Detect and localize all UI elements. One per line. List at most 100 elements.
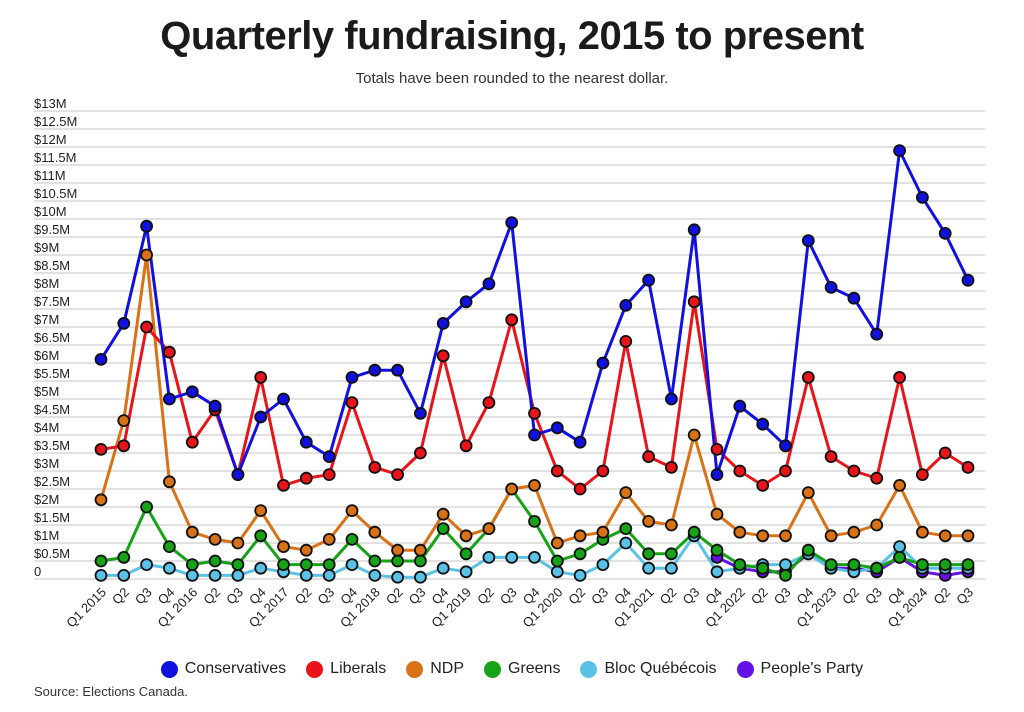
data-point-greens xyxy=(847,558,861,571)
series-line-ndp xyxy=(99,253,968,552)
legend-item: Conservatives xyxy=(160,660,286,678)
data-point-liberals xyxy=(550,464,564,478)
data-point-bloc-qu-b-cois xyxy=(231,569,245,582)
data-point-ndp xyxy=(528,478,541,492)
data-point-bloc-qu-b-cois xyxy=(505,551,519,564)
data-point-bloc-qu-b-cois xyxy=(665,561,678,575)
data-point-ndp xyxy=(756,529,770,543)
data-point-bloc-qu-b-cois xyxy=(710,565,724,579)
y-tick-label: $12.5M xyxy=(34,114,77,129)
data-point-greens xyxy=(413,554,427,568)
data-point-liberals xyxy=(185,435,199,449)
data-point-liberals xyxy=(368,460,382,474)
data-point-conservatives xyxy=(94,352,108,366)
data-point-liberals xyxy=(391,468,405,482)
x-tick-label: Q3 xyxy=(588,585,611,608)
data-point-ndp xyxy=(938,529,952,543)
data-point-greens xyxy=(322,558,336,571)
data-point-greens xyxy=(573,547,587,561)
legend-swatch-icon xyxy=(580,660,598,678)
data-point-ndp xyxy=(185,525,199,539)
data-point-liberals xyxy=(94,442,108,456)
data-point-conservatives xyxy=(710,468,724,482)
data-point-conservatives xyxy=(254,410,268,424)
data-point-conservatives xyxy=(368,363,382,377)
data-point-ndp xyxy=(596,525,610,539)
data-point-conservatives xyxy=(642,273,655,287)
data-point-liberals xyxy=(779,464,792,478)
data-point-ndp xyxy=(550,536,564,550)
data-point-bloc-qu-b-cois xyxy=(573,569,587,582)
y-tick-label: $0.5M xyxy=(34,546,70,561)
data-point-conservatives xyxy=(345,370,359,384)
data-point-liberals xyxy=(254,370,268,384)
data-point-ndp xyxy=(916,525,929,539)
legend-label: Liberals xyxy=(330,660,387,677)
data-point-bloc-qu-b-cois xyxy=(185,569,199,582)
series-lines xyxy=(99,149,970,579)
data-point-greens xyxy=(368,554,382,568)
legend-label: People's Party xyxy=(760,660,864,677)
data-point-conservatives xyxy=(482,277,496,291)
legend-item: NDP xyxy=(406,660,464,678)
chart-subtitle: Totals have been rounded to the nearest … xyxy=(355,70,669,87)
y-axis-ticks: 0 $0.5M $1M $1.5M $2M $2.5M $3M $3.5M $4M $4.5M $5… xyxy=(34,96,77,579)
data-point-greens xyxy=(277,558,290,571)
data-point-conservatives xyxy=(619,298,633,312)
y-tick-label: $11.5M xyxy=(34,150,76,165)
data-point-ndp xyxy=(870,518,884,532)
data-point-ndp xyxy=(413,543,427,557)
data-point-conservatives xyxy=(687,223,701,237)
y-tick-label: $10M xyxy=(34,204,67,219)
y-tick-label: $6M xyxy=(34,348,59,363)
data-point-greens xyxy=(733,558,747,571)
data-point-greens xyxy=(345,533,359,546)
data-point-conservatives xyxy=(756,417,770,431)
x-tick-label: Q2 xyxy=(839,585,862,608)
y-tick-label: $2.5M xyxy=(34,474,70,489)
data-point-conservatives xyxy=(733,399,747,413)
x-tick-label: Q2 xyxy=(657,585,680,608)
data-point-conservatives xyxy=(528,428,541,442)
data-point-conservatives xyxy=(322,450,336,464)
data-point-bloc-qu-b-cois xyxy=(208,569,222,582)
data-point-bloc-qu-b-cois xyxy=(162,561,176,575)
data-point-liberals xyxy=(961,460,975,474)
data-point-ndp xyxy=(573,529,587,543)
data-point-bloc-qu-b-cois xyxy=(322,569,336,582)
y-tick-label: $7.5M xyxy=(34,294,70,309)
data-point-bloc-qu-b-cois xyxy=(436,561,450,575)
data-point-conservatives xyxy=(208,399,222,413)
data-point-ndp xyxy=(117,414,131,428)
data-point-bloc-qu-b-cois xyxy=(459,565,473,579)
legend-label: NDP xyxy=(430,660,464,677)
data-point-greens xyxy=(687,525,701,539)
data-point-liberals xyxy=(596,464,610,478)
x-tick-label: Q2 xyxy=(109,585,132,608)
data-point-liberals xyxy=(528,406,541,420)
data-point-ndp xyxy=(665,518,678,532)
data-point-ndp xyxy=(893,478,906,492)
series-points xyxy=(94,144,975,584)
x-tick-label: Q2 xyxy=(200,585,223,608)
data-point-conservatives xyxy=(938,226,952,240)
data-point-conservatives xyxy=(162,392,176,406)
y-tick-label: $9M xyxy=(34,240,59,255)
y-tick-label: $3M xyxy=(34,456,59,471)
data-point-bloc-qu-b-cois xyxy=(299,569,313,582)
x-tick-label: Q2 xyxy=(748,585,771,608)
legend-item: Liberals xyxy=(306,660,386,678)
y-tick-label: $5.5M xyxy=(34,366,70,381)
data-point-greens xyxy=(824,558,838,571)
y-tick-label: $8M xyxy=(34,276,59,291)
data-point-liberals xyxy=(801,370,815,384)
data-point-conservatives xyxy=(573,435,587,449)
data-point-ndp xyxy=(847,525,861,539)
x-tick-label: Q2 xyxy=(565,585,588,608)
data-point-conservatives xyxy=(870,327,884,341)
data-point-liberals xyxy=(756,478,770,492)
data-point-greens xyxy=(140,500,154,514)
x-tick-label: Q2 xyxy=(292,585,315,608)
data-point-conservatives xyxy=(596,356,610,370)
data-point-greens xyxy=(619,522,633,535)
